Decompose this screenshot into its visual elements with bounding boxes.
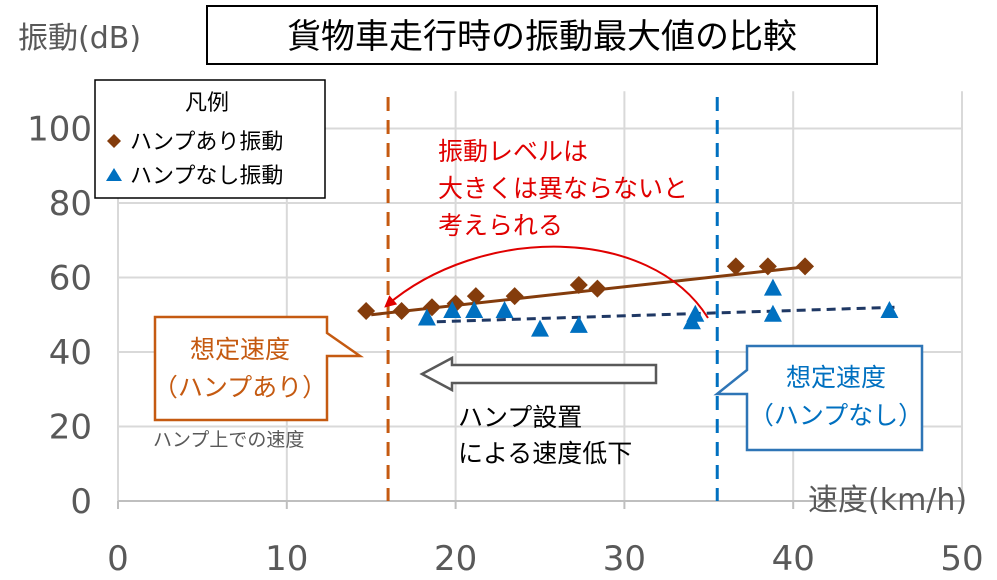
legend-entry-no-hump: ハンプなし振動 [130,164,283,189]
axes: 0 10 20 30 40 50 0 20 40 60 80 100 [27,110,984,580]
data-point-series-1-8 [588,279,607,298]
red-curved-arrow [384,245,709,319]
x-axis-title: 速度(km/h) [808,483,967,518]
data-point-series-2-3 [465,301,484,319]
arrow-note-line-1: ハンプ設置 [458,403,582,432]
x-tick-label-50: 50 [940,539,983,579]
callout-no-hump-line-1: 想定速度 [786,363,886,392]
callout-no-hump-box [713,344,924,452]
speed-drop-arrow-icon [419,355,658,393]
callout-no-hump-line-2: （ハンプなし） [749,401,923,430]
legend-entry-hump: ハンプあり振動 [130,130,283,155]
callout-hump-box [153,315,364,422]
data-point-series-2-4 [495,301,514,319]
y-tick-label-100: 100 [27,110,92,150]
data-point-series-1-1 [357,302,376,321]
data-point-series-2-2 [443,301,462,319]
legend-box [94,79,326,199]
red-note-line-2: 大きくは異ならないと [438,174,688,203]
red-note-line-3: 考えられる [438,211,563,240]
x-tick-label-40: 40 [772,539,815,579]
data-point-series-1-11 [796,257,815,276]
callout-hump-line-2: （ハンプあり） [153,373,327,402]
x-tick-label-20: 20 [434,539,477,579]
trendline-series-2 [421,305,895,324]
y-tick-label-40: 40 [49,333,92,373]
data-point-series-2-9 [763,278,782,296]
data-point-series-2-11 [880,301,899,319]
chart-title: 貨物車走行時の振動最大値の比較 [287,17,797,57]
legend: 凡例 ハンプあり振動 ハンプなし振動 [94,79,326,199]
data-point-series-2-10 [763,304,782,322]
red-note: 振動レベルは 大きくは異ならないと 考えられる [384,137,709,319]
data-point-series-1-10 [758,257,777,276]
data-point-series-2-8 [686,304,705,322]
red-note-line-1: 振動レベルは [438,137,588,166]
x-tick-label-30: 30 [603,539,646,579]
data-point-series-1-7 [569,275,588,294]
data-point-series-1-6 [505,287,524,306]
x-tick-label-10: 10 [265,539,308,579]
callout-hump: 想定速度 （ハンプあり） ハンプ上での速度 [153,315,364,451]
y-tick-label-60: 60 [49,259,92,299]
callout-no-hump: 想定速度 （ハンプなし） [713,344,924,452]
data-point-series-1-2 [392,302,411,321]
data-point-series-2-5 [531,319,549,337]
legend-triangle-icon [106,168,122,181]
y-tick-label-20: 20 [49,408,92,448]
data-point-series-2-6 [569,315,588,333]
data-point-series-1-5 [466,287,485,306]
y-axis-title: 振動(dB) [18,21,141,56]
data-point-series-1-9 [726,257,745,276]
data-point-series-2-1 [417,308,436,326]
y-tick-label-0: 0 [70,482,92,522]
legend-diamond-icon [107,134,121,148]
x-tick-label-0: 0 [107,539,129,579]
legend-title: 凡例 [185,91,229,116]
title-box [206,5,878,65]
arrow-note-line-2: による速度低下 [458,439,632,468]
y-tick-label-80: 80 [49,184,92,224]
callout-hump-line-1: 想定速度 [190,335,290,364]
data-points [357,257,899,337]
callout-hump-note: ハンプ上での速度 [153,429,304,451]
